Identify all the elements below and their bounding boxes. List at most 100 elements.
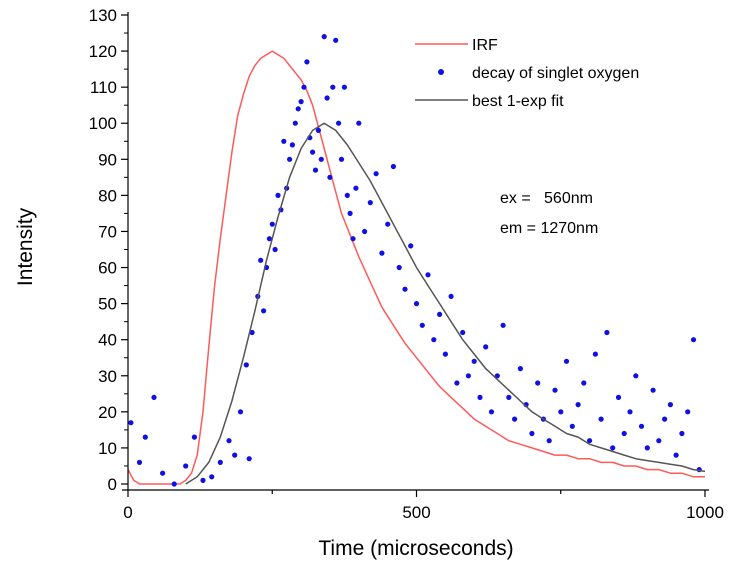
data-point-decay-of-singlet-oxygen — [379, 250, 385, 256]
data-point-decay-of-singlet-oxygen — [269, 221, 275, 227]
x-tick-label: 0 — [123, 503, 132, 522]
y-tick-label: 10 — [98, 439, 117, 458]
data-point-decay-of-singlet-oxygen — [226, 438, 232, 444]
y-axis-title: Intensity — [14, 207, 37, 286]
y-tick-label: 110 — [90, 78, 117, 97]
data-point-decay-of-singlet-oxygen — [396, 264, 402, 271]
data-point-decay-of-singlet-oxygen — [431, 337, 437, 343]
data-point-decay-of-singlet-oxygen — [552, 387, 558, 393]
data-point-decay-of-singlet-oxygen — [402, 286, 408, 292]
data-point-decay-of-singlet-oxygen — [353, 185, 359, 191]
data-point-decay-of-singlet-oxygen — [442, 351, 448, 357]
data-point-decay-of-singlet-oxygen — [690, 337, 697, 343]
annotation-excitation: ex = 560nm — [500, 190, 593, 207]
data-point-decay-of-singlet-oxygen — [460, 329, 466, 336]
data-point-decay-of-singlet-oxygen — [151, 394, 157, 400]
data-point-decay-of-singlet-oxygen — [249, 329, 255, 336]
y-tick-label: 90 — [98, 150, 117, 169]
data-point-decay-of-singlet-oxygen — [633, 373, 639, 379]
data-point-decay-of-singlet-oxygen — [200, 477, 206, 483]
data-point-decay-of-singlet-oxygen — [136, 459, 143, 465]
data-point-decay-of-singlet-oxygen — [592, 351, 599, 357]
series-line-best-1-exp-fit — [185, 122, 706, 485]
y-tick-label: 130 — [89, 6, 117, 25]
data-point-decay-of-singlet-oxygen — [650, 387, 656, 393]
data-point-decay-of-singlet-oxygen — [656, 438, 662, 444]
data-point-decay-of-singlet-oxygen — [171, 481, 177, 487]
data-point-decay-of-singlet-oxygen — [673, 452, 679, 458]
y-tick-label: 100 — [89, 114, 117, 133]
data-point-decay-of-singlet-oxygen — [506, 394, 512, 400]
data-point-decay-of-singlet-oxygen — [390, 163, 396, 170]
y-tick-label: 80 — [98, 186, 117, 205]
data-point-decay-of-singlet-oxygen — [330, 84, 336, 90]
data-point-decay-of-singlet-oxygen — [261, 308, 267, 314]
y-tick-label: 120 — [89, 42, 117, 61]
data-point-decay-of-singlet-oxygen — [160, 470, 166, 476]
y-tick-label: 60 — [98, 259, 117, 278]
data-point-decay-of-singlet-oxygen — [246, 456, 252, 462]
data-point-decay-of-singlet-oxygen — [385, 221, 391, 227]
y-tick-label: 50 — [98, 295, 117, 314]
data-point-decay-of-singlet-oxygen — [621, 430, 627, 437]
data-point-decay-of-singlet-oxygen — [327, 174, 333, 180]
data-point-decay-of-singlet-oxygen — [500, 322, 506, 328]
data-point-decay-of-singlet-oxygen — [321, 34, 327, 40]
data-point-decay-of-singlet-oxygen — [333, 37, 339, 43]
series-line-irf — [127, 50, 705, 485]
data-point-decay-of-singlet-oxygen — [258, 257, 264, 263]
data-point-decay-of-singlet-oxygen — [318, 156, 324, 162]
data-point-decay-of-singlet-oxygen — [295, 106, 301, 112]
data-point-decay-of-singlet-oxygen — [558, 409, 564, 415]
data-point-decay-of-singlet-oxygen — [511, 416, 518, 422]
data-point-decay-of-singlet-oxygen — [338, 156, 345, 162]
data-point-decay-of-singlet-oxygen — [232, 452, 238, 458]
legend-label-irf: IRF — [472, 37, 498, 54]
data-point-decay-of-singlet-oxygen — [275, 192, 281, 198]
data-point-decay-of-singlet-oxygen — [336, 120, 342, 126]
data-point-decay-of-singlet-oxygen — [679, 430, 685, 437]
data-point-decay-of-singlet-oxygen — [315, 127, 321, 133]
data-point-decay-of-singlet-oxygen — [341, 84, 347, 90]
data-point-decay-of-singlet-oxygen — [362, 228, 368, 235]
data-point-decay-of-singlet-oxygen — [191, 434, 197, 440]
legend-label-fit: best 1-exp fit — [472, 93, 564, 110]
data-point-decay-of-singlet-oxygen — [217, 459, 223, 465]
y-tick-label: 40 — [98, 331, 117, 350]
data-point-decay-of-singlet-oxygen — [488, 409, 495, 415]
x-tick-label: 1000 — [686, 503, 724, 522]
data-point-decay-of-singlet-oxygen — [142, 434, 148, 440]
y-tick-label: 20 — [98, 403, 117, 422]
data-point-decay-of-singlet-oxygen — [615, 394, 622, 400]
data-point-decay-of-singlet-oxygen — [298, 99, 304, 105]
data-point-decay-of-singlet-oxygen — [324, 95, 330, 101]
data-point-decay-of-singlet-oxygen — [266, 236, 272, 242]
data-point-decay-of-singlet-oxygen — [292, 120, 298, 126]
data-point-decay-of-singlet-oxygen — [281, 138, 287, 144]
data-point-decay-of-singlet-oxygen — [471, 358, 477, 364]
legend-swatch-decay — [438, 69, 444, 75]
data-point-decay-of-singlet-oxygen — [494, 373, 500, 379]
y-tick-label: 70 — [98, 222, 117, 241]
data-point-decay-of-singlet-oxygen — [367, 200, 373, 206]
data-point-decay-of-singlet-oxygen — [408, 243, 414, 249]
data-point-decay-of-singlet-oxygen — [517, 366, 524, 372]
data-point-decay-of-singlet-oxygen — [685, 409, 691, 415]
data-point-decay-of-singlet-oxygen — [662, 416, 668, 422]
data-point-decay-of-singlet-oxygen — [312, 167, 319, 173]
data-point-decay-of-singlet-oxygen — [287, 156, 293, 162]
data-point-decay-of-singlet-oxygen — [272, 246, 278, 253]
data-point-decay-of-singlet-oxygen — [347, 210, 353, 216]
data-point-decay-of-singlet-oxygen — [581, 380, 587, 386]
data-point-decay-of-singlet-oxygen — [243, 362, 249, 368]
data-point-decay-of-singlet-oxygen — [610, 445, 616, 451]
data-point-decay-of-singlet-oxygen — [373, 171, 379, 177]
data-point-decay-of-singlet-oxygen — [128, 420, 134, 426]
data-point-decay-of-singlet-oxygen — [289, 142, 295, 148]
data-point-decay-of-singlet-oxygen — [344, 192, 350, 198]
plot-area — [127, 34, 706, 487]
data-point-decay-of-singlet-oxygen — [350, 236, 356, 242]
data-point-decay-of-singlet-oxygen — [638, 423, 645, 429]
data-point-decay-of-singlet-oxygen — [437, 311, 443, 317]
